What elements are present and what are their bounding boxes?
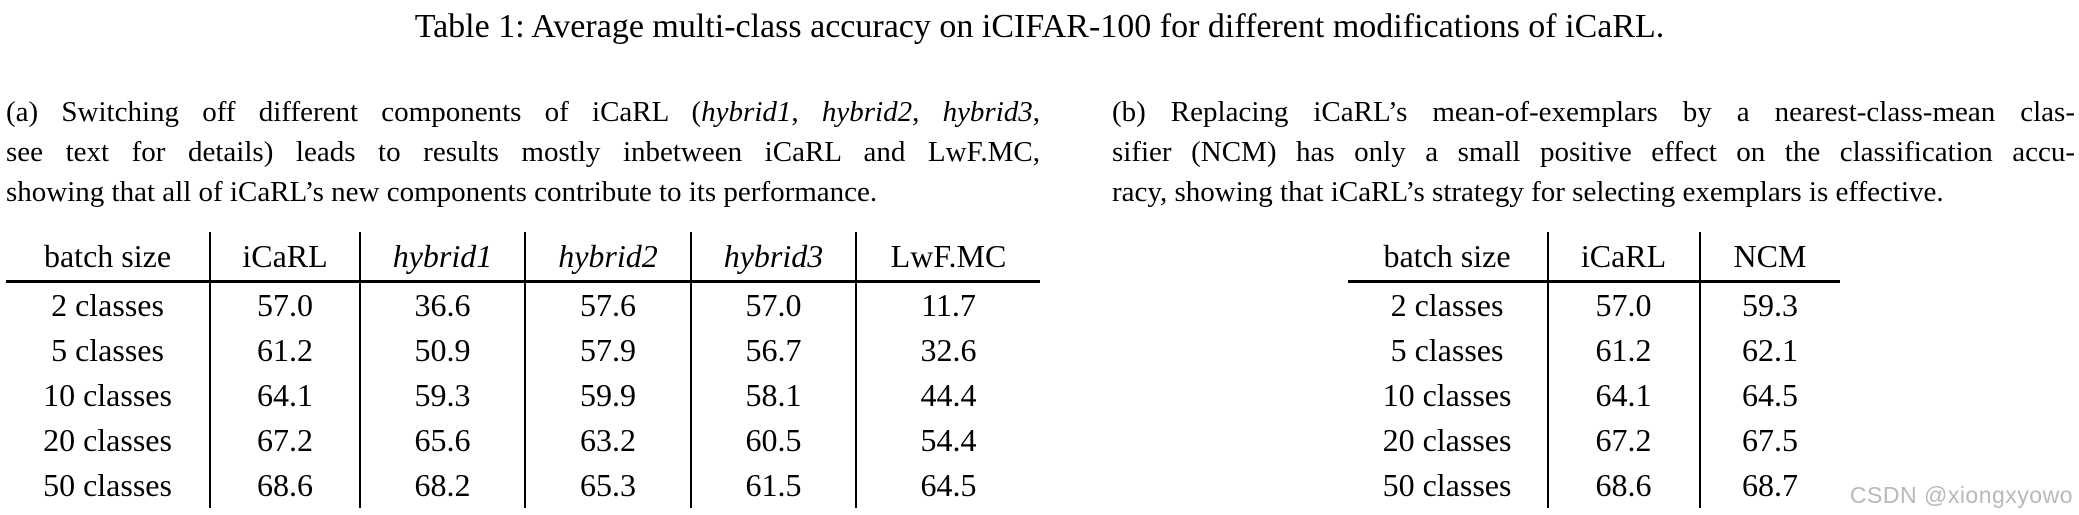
value-cell: 57.0	[690, 281, 856, 328]
value-cell: 32.6	[855, 328, 1040, 373]
caption-text: (a) Switching off different components o…	[6, 96, 702, 128]
value-cell: 61.2	[209, 328, 360, 373]
caption-line: racy, showing that iCaRL’s strategy for …	[1112, 172, 2075, 212]
table-row: 5 classes 61.2 50.9 57.9 56.7 32.6	[6, 328, 1040, 373]
header-row: batch size iCaRL NCM	[1347, 232, 1840, 283]
row-label: 10 classes	[43, 377, 172, 413]
table-row: 10 classes 64.1 59.3 59.9 58.1 44.4	[6, 373, 1040, 418]
value-cell: 68.6	[209, 463, 360, 508]
caption-text: racy, showing that iCaRL’s strategy for …	[1112, 176, 1944, 208]
column-header: iCaRL	[209, 232, 360, 283]
table-a: batch size iCaRL hybrid1 hybrid2 hybrid3 LwF.…	[6, 232, 1040, 508]
italic-term: hybrid3	[942, 96, 1033, 128]
table-row: 50 classes 68.6 68.2 65.3 61.5 64.5	[6, 463, 1040, 508]
row-label: 20 classes	[1382, 422, 1512, 458]
caption-line: (b) Replacing iCaRL’s mean-of-exemplars …	[1112, 92, 2075, 132]
column-header: NCM	[1698, 232, 1840, 283]
value-cell: 59.3	[1698, 281, 1840, 328]
value-cell: 65.6	[359, 418, 525, 463]
italic-term: hybrid2	[821, 96, 913, 128]
caption-text: ,	[912, 96, 943, 128]
value-cell: 54.4	[855, 418, 1040, 463]
caption-line: see text for details) leads to results m…	[6, 132, 1040, 172]
caption-text: sifier (NCM) has only a small positive e…	[1112, 136, 2075, 168]
column-header: hybrid3	[690, 232, 856, 283]
column-header: batch size	[6, 232, 210, 283]
value-cell: 68.7	[1698, 463, 1840, 508]
value-cell: 58.1	[690, 373, 856, 418]
value-cell: 57.0	[1546, 281, 1700, 328]
header-row: batch size iCaRL hybrid1 hybrid2 hybrid3 LwF.…	[6, 232, 1040, 283]
row-label: 2 classes	[51, 287, 164, 323]
value-cell: 11.7	[855, 281, 1040, 328]
row-label: 2 classes	[1390, 287, 1504, 323]
caption-line: showing that all of iCaRL’s new componen…	[6, 172, 1040, 212]
value-cell: 64.5	[855, 463, 1040, 508]
column-header: hybrid1	[359, 232, 525, 283]
row-label: 5 classes	[1390, 332, 1504, 368]
row-label: 50 classes	[43, 467, 172, 503]
column-header: batch size	[1347, 232, 1548, 283]
table-b: batch size iCaRL NCM 2 classes 57.0 59.3 5 cl…	[1347, 232, 1840, 508]
value-cell: 61.2	[1546, 328, 1700, 373]
caption-b: (b) Replacing iCaRL’s mean-of-exemplars …	[1112, 92, 2075, 212]
panel-b: (b) Replacing iCaRL’s mean-of-exemplars …	[1112, 92, 2075, 508]
table-row: 50 classes 68.6 68.7	[1348, 463, 1840, 508]
value-cell: 60.5	[690, 418, 856, 463]
caption-text: see text for details) leads to results m…	[6, 136, 1040, 168]
caption-a: (a) Switching off different components o…	[6, 92, 1040, 212]
caption-line: sifier (NCM) has only a small positive e…	[1112, 132, 2075, 172]
value-cell: 57.9	[524, 328, 691, 373]
value-cell: 64.1	[1546, 373, 1700, 418]
watermark: CSDN @xiongxyowo	[1849, 482, 2073, 508]
value-cell: 44.4	[855, 373, 1040, 418]
value-cell: 64.1	[209, 373, 360, 418]
row-label: 5 classes	[51, 332, 164, 368]
table-row: 20 classes 67.2 67.5	[1348, 418, 1840, 463]
row-label: 50 classes	[1382, 467, 1512, 503]
table-row: 5 classes 61.2 62.1	[1348, 328, 1840, 373]
value-cell: 64.5	[1698, 373, 1840, 418]
value-cell: 68.2	[359, 463, 525, 508]
table-title: Table 1: Average multi-class accuracy on…	[414, 8, 1665, 45]
value-cell: 62.1	[1698, 328, 1840, 373]
caption-line: (a) Switching off different components o…	[6, 92, 1040, 132]
value-cell: 67.2	[1546, 418, 1700, 463]
table-row: 2 classes 57.0 36.6 57.6 57.0 11.7	[6, 281, 1040, 328]
italic-term: hybrid1	[701, 96, 792, 128]
table-row: 2 classes 57.0 59.3	[1348, 281, 1840, 328]
value-cell: 63.2	[524, 418, 691, 463]
column-header: iCaRL	[1546, 232, 1700, 283]
caption-text: ,	[791, 96, 822, 128]
row-label: 10 classes	[1382, 377, 1512, 413]
value-cell: 68.6	[1546, 463, 1700, 508]
value-cell: 57.6	[524, 281, 691, 328]
value-cell: 65.3	[524, 463, 691, 508]
caption-text: showing that all of iCaRL’s new componen…	[6, 176, 878, 208]
panel-a: (a) Switching off different components o…	[6, 92, 1040, 508]
value-cell: 61.5	[690, 463, 856, 508]
table-row: 10 classes 64.1 64.5	[1348, 373, 1840, 418]
column-header: hybrid2	[524, 232, 691, 283]
caption-text: (b) Replacing iCaRL’s mean-of-exemplars …	[1112, 96, 2075, 128]
value-cell: 50.9	[359, 328, 525, 373]
value-cell: 67.5	[1698, 418, 1840, 463]
value-cell: 59.9	[524, 373, 691, 418]
column-header: LwF.MC	[855, 232, 1040, 283]
table-row: 20 classes 67.2 65.6 63.2 60.5 54.4	[6, 418, 1040, 463]
value-cell: 36.6	[359, 281, 525, 328]
value-cell: 56.7	[690, 328, 856, 373]
caption-text: ,	[1032, 96, 1041, 128]
value-cell: 59.3	[359, 373, 525, 418]
row-label: 20 classes	[43, 422, 172, 458]
value-cell: 57.0	[209, 281, 360, 328]
value-cell: 67.2	[209, 418, 360, 463]
